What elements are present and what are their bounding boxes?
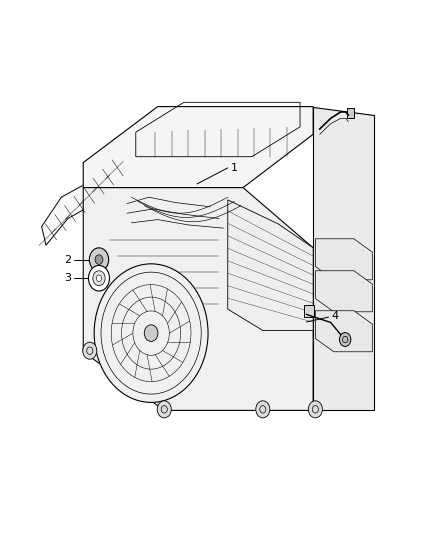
Circle shape bbox=[94, 264, 208, 402]
Polygon shape bbox=[42, 160, 129, 245]
Circle shape bbox=[93, 271, 105, 286]
Circle shape bbox=[88, 265, 110, 291]
Circle shape bbox=[96, 275, 102, 281]
Circle shape bbox=[308, 401, 322, 418]
Circle shape bbox=[339, 333, 351, 346]
Polygon shape bbox=[83, 107, 313, 188]
Circle shape bbox=[83, 342, 97, 359]
Circle shape bbox=[89, 248, 109, 271]
Polygon shape bbox=[228, 200, 313, 330]
Polygon shape bbox=[315, 271, 372, 312]
Circle shape bbox=[256, 401, 270, 418]
Text: 1: 1 bbox=[231, 163, 238, 173]
Circle shape bbox=[95, 255, 103, 264]
Polygon shape bbox=[304, 305, 314, 317]
Text: 3: 3 bbox=[64, 273, 71, 283]
Text: 4: 4 bbox=[331, 311, 338, 320]
Polygon shape bbox=[313, 107, 374, 410]
Polygon shape bbox=[315, 311, 372, 352]
Circle shape bbox=[157, 401, 171, 418]
Polygon shape bbox=[83, 188, 313, 410]
Polygon shape bbox=[347, 108, 354, 118]
Text: 2: 2 bbox=[64, 255, 71, 264]
Circle shape bbox=[144, 325, 158, 342]
Polygon shape bbox=[315, 239, 372, 280]
